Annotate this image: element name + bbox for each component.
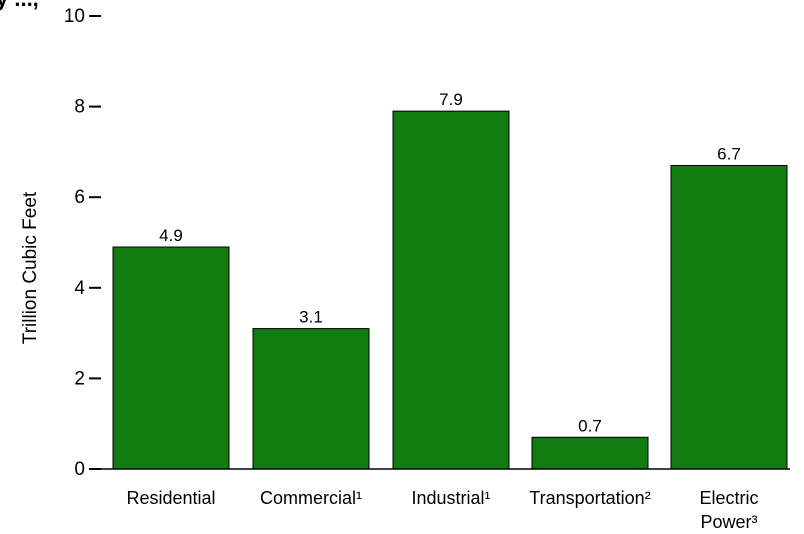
bar-value-label: 7.9 (439, 90, 463, 109)
x-category-label: Residential (126, 488, 215, 508)
y-tick-label: 0 (74, 459, 85, 480)
x-category-label: Transportation² (529, 488, 650, 508)
bar-value-label: 4.9 (159, 226, 183, 245)
bar-value-label: 0.7 (578, 416, 602, 435)
bar (252, 328, 370, 470)
x-category-label: Commercial¹ (260, 488, 362, 508)
y-tick-label: 2 (74, 368, 85, 389)
y-axis: 0 2 4 6 8 10 (64, 6, 101, 480)
x-category-label: Electric (699, 488, 758, 508)
y-tick-label: 8 (74, 97, 85, 118)
x-category-label: Power³ (700, 512, 757, 532)
y-tick-label: 4 (74, 278, 85, 299)
y-tick-label: 10 (64, 6, 85, 27)
bar (531, 436, 649, 470)
bar-value-label: 6.7 (717, 144, 741, 163)
y-tick-label: 6 (74, 187, 85, 208)
y-axis-title: Trillion Cubic Feet (20, 191, 41, 344)
chart-title-fragment: y ..., (0, 0, 39, 11)
bar (392, 110, 510, 470)
bar (112, 246, 230, 470)
bar-value-label: 3.1 (299, 308, 323, 327)
x-category-label: Industrial¹ (411, 488, 490, 508)
bar (670, 164, 788, 470)
bars: 4.9 Residential 3.1 Commercial¹ 7.9 Industria… (112, 90, 788, 532)
